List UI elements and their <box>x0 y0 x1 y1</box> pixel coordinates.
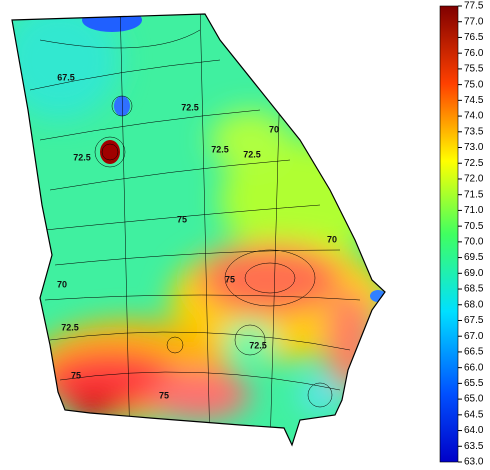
contour-label: 72.5 <box>211 144 229 154</box>
colorbar-label: 73.0 <box>464 142 484 153</box>
colorbar-label: 77.0 <box>464 16 484 27</box>
contour-fill <box>12 14 385 445</box>
colorbar-label: 63.5 <box>464 441 484 452</box>
colorbar-label: 68.0 <box>464 299 484 310</box>
contour-label: 75 <box>177 214 187 224</box>
colorbar-label: 64.5 <box>464 409 484 420</box>
colorbar-label: 63.0 <box>464 457 484 468</box>
colorbar-label: 66.5 <box>464 347 484 358</box>
colorbar-label: 72.5 <box>464 158 484 169</box>
colorbar-label: 74.5 <box>464 95 484 106</box>
contour-label: 75 <box>71 370 81 380</box>
colorbar-label: 76.0 <box>464 48 484 59</box>
contour-label: 72.5 <box>61 322 79 332</box>
colorbar-label: 75.0 <box>464 79 484 90</box>
contour-label: 72.5 <box>73 152 91 162</box>
colorbar-label: 72.0 <box>464 174 484 185</box>
colorbar-label: 70.0 <box>464 237 484 248</box>
contour-label: 75 <box>225 274 235 284</box>
colorbar <box>439 5 459 463</box>
contour-label: 72.5 <box>243 149 261 159</box>
contour-label: 70 <box>327 234 337 244</box>
colorbar-label: 71.0 <box>464 205 484 216</box>
contour-label: 75 <box>159 390 169 400</box>
colorbar-label: 67.5 <box>464 315 484 326</box>
contour-label: 72.5 <box>181 102 199 112</box>
colorbar-label: 70.5 <box>464 221 484 232</box>
colorbar-label: 65.0 <box>464 394 484 405</box>
colorbar-label: 69.5 <box>464 252 484 263</box>
colorbar-label: 64.0 <box>464 425 484 436</box>
colorbar-label: 69.0 <box>464 268 484 279</box>
contour-lines <box>29 14 361 445</box>
colorbar-label: 75.5 <box>464 64 484 75</box>
contour-label: 70 <box>57 279 67 289</box>
colorbar-label: 77.5 <box>464 1 484 12</box>
colorbar-label: 74.0 <box>464 111 484 122</box>
colorbar-label: 67.0 <box>464 331 484 342</box>
colorbar-label: 73.5 <box>464 126 484 137</box>
contour-label: 72.5 <box>249 340 267 350</box>
colorbar-label: 76.5 <box>464 32 484 43</box>
colorbar-label: 68.5 <box>464 284 484 295</box>
colorbar-label: 71.5 <box>464 189 484 200</box>
contour-label: 70 <box>269 124 279 134</box>
colorbar-label: 65.5 <box>464 378 484 389</box>
colorbar-label: 66.0 <box>464 362 484 373</box>
contour-label: 67.5 <box>57 72 75 82</box>
